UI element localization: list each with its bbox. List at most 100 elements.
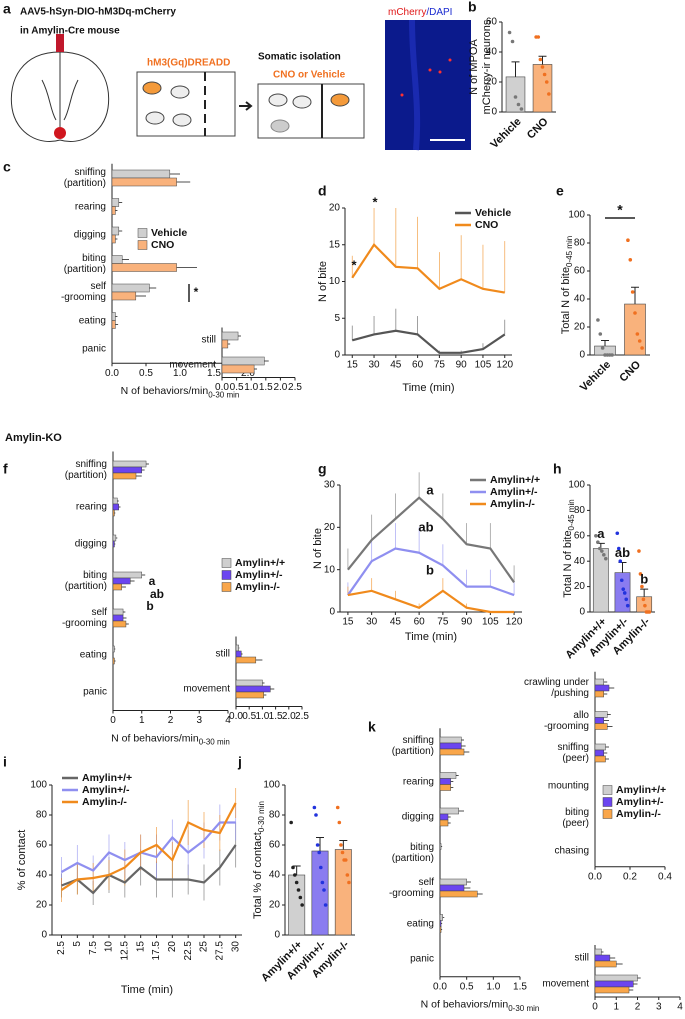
bar <box>439 890 478 898</box>
x-tick-label: 1.5 <box>207 368 221 379</box>
legend-swatch <box>137 228 148 238</box>
bar <box>112 540 115 548</box>
axis-label-sub: 0-30 min <box>199 738 230 747</box>
legend-label: Amylin-/- <box>616 808 661 820</box>
bar <box>112 534 117 542</box>
axis-label-text: N of bite <box>312 528 324 569</box>
y-tick-label: 30 <box>324 480 336 491</box>
bar <box>112 509 115 517</box>
bar <box>111 291 137 301</box>
annotation: a <box>149 574 156 588</box>
mouse <box>330 93 350 107</box>
category-label: rearing <box>402 776 434 787</box>
data-point <box>323 903 328 907</box>
bar <box>594 711 608 718</box>
data-point <box>542 72 547 77</box>
data-point <box>628 258 633 262</box>
bar <box>112 645 115 653</box>
legend-swatch <box>221 570 232 580</box>
data-point <box>315 843 320 847</box>
x-tick-label: CNO <box>525 115 551 141</box>
x-tick-label: 2.5 <box>288 382 302 393</box>
y-tick-label: 40 <box>36 870 48 881</box>
category-label: panic <box>410 953 434 965</box>
x-tick-label: 1 <box>613 1002 619 1013</box>
data-point <box>540 65 545 69</box>
panel-label: f <box>3 461 8 477</box>
x-tick-label: 0.5 <box>460 981 474 992</box>
category-label: panic <box>83 686 107 698</box>
bar <box>594 743 606 751</box>
bar <box>111 198 120 207</box>
x-tick-label: 105 <box>482 617 499 628</box>
axis-label-text: Time (min) <box>121 984 173 996</box>
cage <box>136 71 236 137</box>
y-tick-label: 10 <box>329 276 341 287</box>
panel-label: b <box>468 0 477 15</box>
x-tick-label: 0.5 <box>139 368 153 379</box>
error-bar <box>339 840 348 850</box>
legend-label: CNO <box>475 219 498 231</box>
x-tick-label: 90 <box>461 617 473 628</box>
x-tick-label: 0.0 <box>105 368 119 379</box>
bar <box>334 849 352 936</box>
x-tick-label: 30 <box>368 360 380 371</box>
annotation: * <box>351 257 357 272</box>
x-tick-label: 0.4 <box>658 871 672 882</box>
data-point <box>339 843 343 847</box>
panel-label: k <box>368 719 376 735</box>
significance-label: * <box>617 202 623 218</box>
x-tick-label: 75 <box>434 360 446 371</box>
annotation: * <box>194 285 199 299</box>
axis-label-text: mCherry-ir neurons <box>481 19 493 114</box>
y-tick-label: 20 <box>329 203 341 214</box>
series-line <box>60 821 236 873</box>
y-tick-label: 60 <box>574 530 586 541</box>
category-label: rearing <box>75 501 107 513</box>
axis-label-text: N of behaviors/min <box>111 732 199 744</box>
category-label: movement <box>169 359 216 371</box>
bar <box>594 755 606 763</box>
data-point <box>596 540 600 544</box>
micrograph <box>385 20 471 150</box>
x-tick-label: 0.0 <box>215 382 229 393</box>
legend-swatch <box>221 582 232 592</box>
data-point <box>598 332 603 336</box>
x-tick-label: Vehicle <box>488 116 523 151</box>
y-tick-label: 0 <box>579 350 585 361</box>
data-point <box>622 591 627 595</box>
annotation: ab <box>150 587 164 601</box>
mouse <box>172 113 192 127</box>
bar <box>594 960 617 968</box>
bar <box>235 656 257 664</box>
x-tick-label: 0.0 <box>433 981 447 992</box>
syringe <box>56 34 64 52</box>
x-tick-label: 60 <box>414 617 426 628</box>
legend-label: Amylin+/+ <box>82 772 132 784</box>
y-tick-label: 0 <box>41 930 47 941</box>
bar <box>235 685 271 693</box>
bar <box>111 255 123 264</box>
data-point <box>513 95 518 99</box>
legend-swatch <box>602 809 613 819</box>
axis-label-sub: 0-45 min <box>565 236 574 267</box>
data-point <box>625 603 630 608</box>
data-point <box>317 850 321 855</box>
error-bar <box>640 588 649 597</box>
y-tick-label: 10 <box>324 564 336 575</box>
y-tick-label: 40 <box>574 556 586 567</box>
error-bar <box>631 286 639 305</box>
bar <box>111 177 177 187</box>
annotation: ab <box>418 519 433 534</box>
category-label: still <box>201 334 216 346</box>
data-point <box>300 903 304 907</box>
cell <box>448 58 452 62</box>
legend-label: Amylin+/- <box>490 486 538 498</box>
legend-label: Amylin+/- <box>235 569 283 581</box>
x-tick-label: 4 <box>677 1002 683 1013</box>
axis-label-text: Total N of bite <box>560 267 572 334</box>
data-point <box>312 805 317 810</box>
data-point <box>296 888 301 892</box>
y-tick-label: 20 <box>36 900 48 911</box>
cell <box>438 70 442 74</box>
